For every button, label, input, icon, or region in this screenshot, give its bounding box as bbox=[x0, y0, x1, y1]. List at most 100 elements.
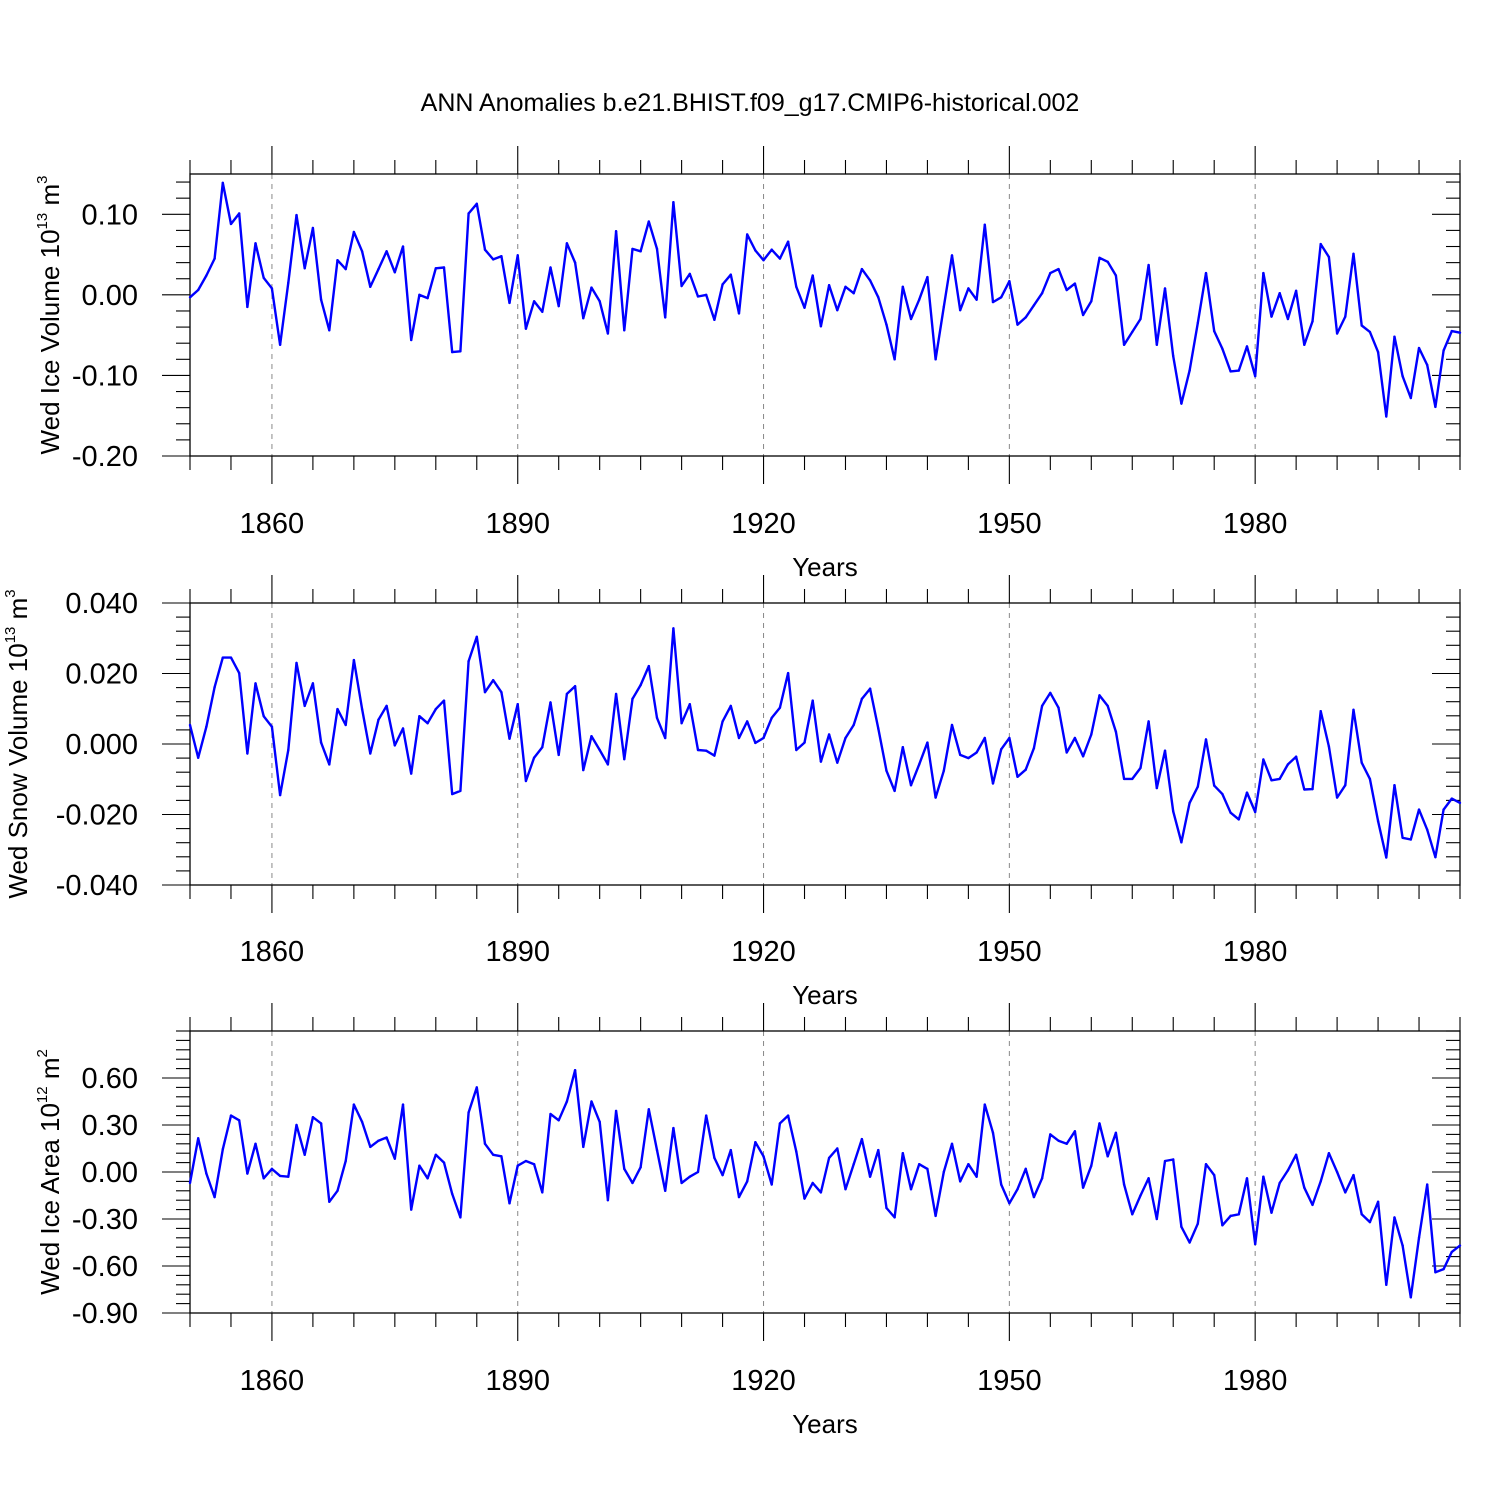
data-point bbox=[950, 1142, 954, 1146]
data-point bbox=[1376, 819, 1380, 823]
data-point bbox=[328, 1200, 331, 1203]
data-point bbox=[860, 1137, 864, 1141]
data-point bbox=[827, 733, 831, 736]
data-point bbox=[991, 782, 995, 785]
data-point bbox=[1311, 320, 1314, 323]
data-point bbox=[360, 707, 364, 711]
data-point bbox=[688, 1175, 692, 1178]
data-point bbox=[950, 254, 954, 257]
data-point bbox=[1172, 354, 1175, 358]
data-point bbox=[336, 259, 339, 262]
data-point bbox=[1417, 808, 1421, 811]
data-point bbox=[475, 202, 478, 206]
data-point bbox=[426, 296, 429, 300]
data-point bbox=[1229, 811, 1232, 814]
data-point bbox=[442, 699, 446, 702]
data-point bbox=[1360, 1213, 1363, 1216]
data-point bbox=[1245, 1177, 1249, 1180]
data-point bbox=[319, 1122, 323, 1125]
y-tick-label: 0.020 bbox=[65, 659, 138, 691]
data-point bbox=[557, 304, 560, 308]
data-point bbox=[1237, 1213, 1240, 1216]
data-point bbox=[459, 350, 462, 353]
data-point bbox=[721, 1173, 724, 1177]
data-point bbox=[377, 718, 380, 721]
data-point bbox=[877, 1148, 880, 1152]
data-point bbox=[1278, 292, 1281, 295]
data-point bbox=[1286, 763, 1290, 766]
chart-title: ANN Anomalies b.e21.BHIST.f09_g17.CMIP6-… bbox=[421, 89, 1080, 117]
data-point bbox=[1155, 343, 1159, 347]
data-point bbox=[262, 714, 265, 718]
data-point bbox=[1286, 1169, 1290, 1172]
data-point bbox=[582, 1145, 585, 1149]
data-point bbox=[827, 1156, 831, 1160]
data-point bbox=[942, 769, 946, 772]
data-point bbox=[205, 725, 208, 728]
x-tick-label: 1860 bbox=[240, 508, 305, 540]
data-point bbox=[246, 752, 249, 755]
data-point bbox=[1147, 720, 1150, 723]
data-point bbox=[909, 317, 913, 321]
data-point bbox=[991, 1131, 995, 1135]
data-point bbox=[287, 1175, 290, 1178]
data-point bbox=[1442, 808, 1445, 811]
data-point bbox=[664, 1189, 667, 1193]
data-point bbox=[647, 664, 651, 668]
data-point bbox=[1458, 801, 1462, 805]
data-point bbox=[262, 276, 265, 280]
data-point bbox=[664, 316, 667, 319]
data-point bbox=[1016, 1188, 1019, 1191]
data-point bbox=[1163, 1159, 1167, 1163]
data-point bbox=[516, 254, 519, 257]
data-point bbox=[1065, 1142, 1068, 1146]
data-point bbox=[426, 722, 429, 725]
y-axis-label-exponent: 12 bbox=[34, 1086, 51, 1103]
data-point bbox=[246, 305, 249, 309]
data-point bbox=[1327, 745, 1331, 748]
data-point bbox=[1458, 1244, 1462, 1247]
data-point bbox=[1065, 288, 1068, 292]
data-point bbox=[606, 763, 610, 766]
data-point bbox=[762, 736, 765, 740]
data-point bbox=[311, 226, 315, 230]
data-point bbox=[680, 1181, 683, 1185]
data-point bbox=[410, 338, 413, 342]
data-point bbox=[811, 1181, 814, 1185]
data-point bbox=[958, 1180, 962, 1183]
data-point bbox=[909, 784, 913, 787]
data-point bbox=[844, 1188, 847, 1191]
data-point bbox=[311, 1115, 315, 1119]
data-point bbox=[762, 259, 765, 262]
data-point bbox=[1212, 784, 1216, 787]
data-point bbox=[647, 1108, 651, 1111]
data-point bbox=[893, 1216, 896, 1219]
data-point bbox=[524, 779, 528, 783]
data-point bbox=[1253, 375, 1257, 378]
x-axis-label: Years bbox=[792, 552, 858, 582]
data-point bbox=[1360, 761, 1363, 764]
data-point bbox=[254, 1142, 257, 1146]
x-tick-label: 1980 bbox=[1223, 508, 1288, 540]
data-point bbox=[672, 1126, 675, 1130]
data-point bbox=[942, 305, 946, 309]
data-point bbox=[491, 678, 495, 682]
data-point bbox=[1090, 733, 1093, 736]
data-point bbox=[491, 258, 495, 261]
data-point bbox=[344, 267, 347, 271]
data-point bbox=[532, 1162, 536, 1166]
data-point bbox=[262, 1177, 265, 1180]
data-point bbox=[1024, 1167, 1027, 1171]
data-point bbox=[655, 716, 659, 720]
data-point bbox=[1139, 317, 1142, 321]
data-point bbox=[1155, 786, 1159, 790]
data-point bbox=[811, 699, 814, 702]
y-tick-label: 0.60 bbox=[82, 1063, 138, 1095]
data-point bbox=[1319, 242, 1322, 246]
data-point bbox=[213, 686, 216, 689]
data-point bbox=[483, 1142, 487, 1146]
data-point bbox=[303, 1153, 306, 1156]
data-point bbox=[1417, 1236, 1421, 1240]
y-tick-label: 0.040 bbox=[65, 588, 138, 620]
data-point bbox=[1098, 256, 1101, 259]
